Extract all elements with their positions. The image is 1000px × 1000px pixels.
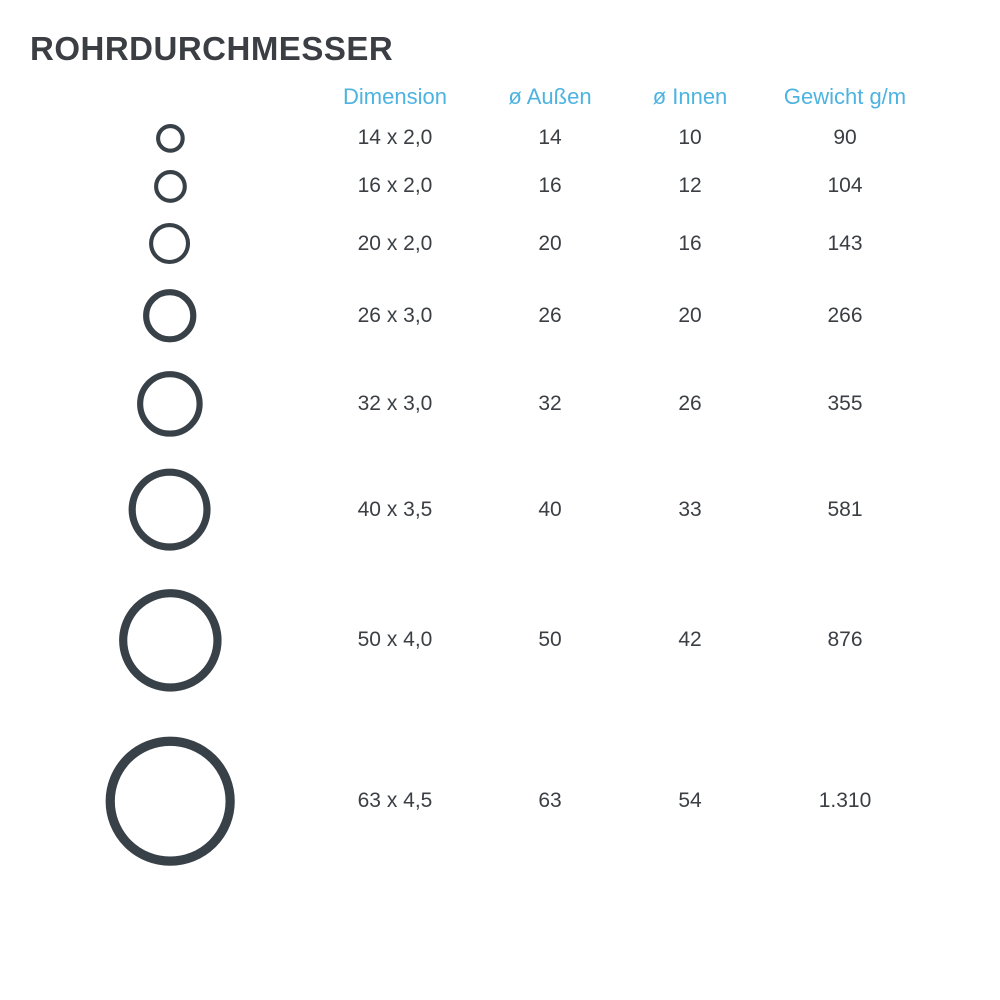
col-header-dimension: Dimension: [310, 80, 480, 116]
ring-cell: [30, 452, 310, 568]
pipe-ring-icon: [152, 168, 189, 205]
cell-weight: 1.310: [760, 712, 930, 890]
pipe-ring-icon: [140, 286, 199, 345]
cell-outer: 16: [480, 160, 620, 212]
cell-weight: 104: [760, 160, 930, 212]
cell-weight: 876: [760, 568, 930, 712]
col-header-inner: ø Innen: [620, 80, 760, 116]
cell-dimension: 50 x 4,0: [310, 568, 480, 712]
cell-weight: 90: [760, 116, 930, 160]
cell-outer: 50: [480, 568, 620, 712]
cell-outer: 26: [480, 276, 620, 356]
pipe-ring-icon: [134, 368, 206, 440]
cell-dimension: 20 x 2,0: [310, 212, 480, 276]
ring-cell: [30, 356, 310, 452]
cell-weight: 266: [760, 276, 930, 356]
pipe-ring-icon: [125, 465, 214, 554]
cell-outer: 14: [480, 116, 620, 160]
cell-dimension: 40 x 3,5: [310, 452, 480, 568]
ring-cell: [30, 212, 310, 276]
cell-outer: 32: [480, 356, 620, 452]
pipe-ring-icon: [115, 585, 226, 696]
cell-outer: 20: [480, 212, 620, 276]
cell-inner: 42: [620, 568, 760, 712]
cell-dimension: 16 x 2,0: [310, 160, 480, 212]
page-title: ROHRDURCHMESSER: [30, 30, 970, 68]
col-header-outer: ø Außen: [480, 80, 620, 116]
pipe-ring-icon: [154, 122, 187, 155]
cell-inner: 33: [620, 452, 760, 568]
cell-dimension: 26 x 3,0: [310, 276, 480, 356]
cell-dimension: 14 x 2,0: [310, 116, 480, 160]
cell-inner: 12: [620, 160, 760, 212]
cell-inner: 16: [620, 212, 760, 276]
col-header-weight: Gewicht g/m: [760, 80, 930, 116]
cell-inner: 20: [620, 276, 760, 356]
diameter-table: Dimension ø Außen ø Innen Gewicht g/m 14…: [30, 80, 970, 890]
cell-dimension: 63 x 4,5: [310, 712, 480, 890]
cell-weight: 355: [760, 356, 930, 452]
cell-dimension: 32 x 3,0: [310, 356, 480, 452]
cell-weight: 143: [760, 212, 930, 276]
cell-outer: 63: [480, 712, 620, 890]
cell-inner: 10: [620, 116, 760, 160]
cell-weight: 581: [760, 452, 930, 568]
cell-outer: 40: [480, 452, 620, 568]
ring-cell: [30, 116, 310, 160]
pipe-ring-icon: [101, 732, 239, 870]
cell-inner: 54: [620, 712, 760, 890]
pipe-ring-icon: [147, 221, 192, 266]
cell-inner: 26: [620, 356, 760, 452]
ring-cell: [30, 568, 310, 712]
ring-cell: [30, 160, 310, 212]
ring-cell: [30, 712, 310, 890]
ring-cell: [30, 276, 310, 356]
